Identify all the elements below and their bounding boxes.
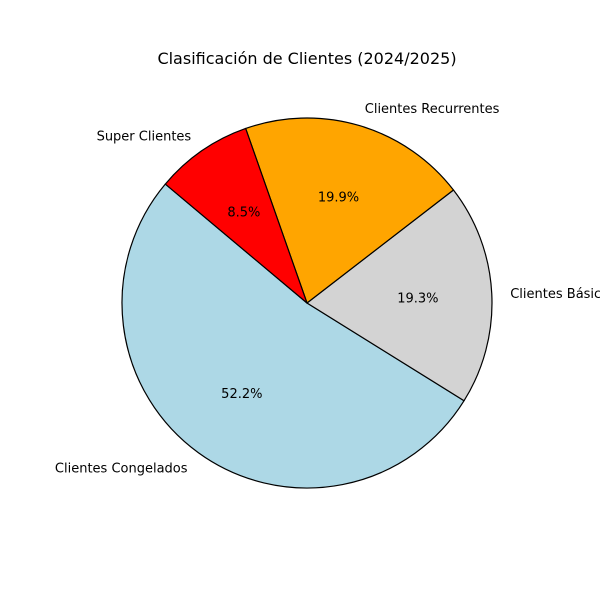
pie-slice-percent-4: 8.5%	[227, 206, 260, 221]
pie-slice-1	[121, 183, 465, 489]
pie-slice-3	[245, 117, 455, 304]
pie-slice-percent-1: 52.2%	[221, 387, 262, 402]
pie-labels: 52.2% Clientes Congelados 19.3% Clientes Bá…	[55, 102, 600, 477]
pie-slice-percent-2: 19.3%	[397, 291, 438, 306]
pie-slice-label-4: Super Clientes	[97, 130, 192, 145]
pie-slices	[121, 117, 493, 489]
pie-slice-percent-3: 19.9%	[318, 191, 359, 206]
pie-slice-4	[164, 127, 308, 304]
pie-slice-label-2: Clientes Básicos	[510, 287, 600, 302]
pie-slice-2	[306, 189, 493, 402]
chart-title: Clasificación de Clientes (2024/2025)	[157, 49, 456, 68]
pie-slice-label-1: Clientes Congelados	[55, 462, 188, 477]
pie-slice-label-3: Clientes Recurrentes	[365, 102, 500, 117]
